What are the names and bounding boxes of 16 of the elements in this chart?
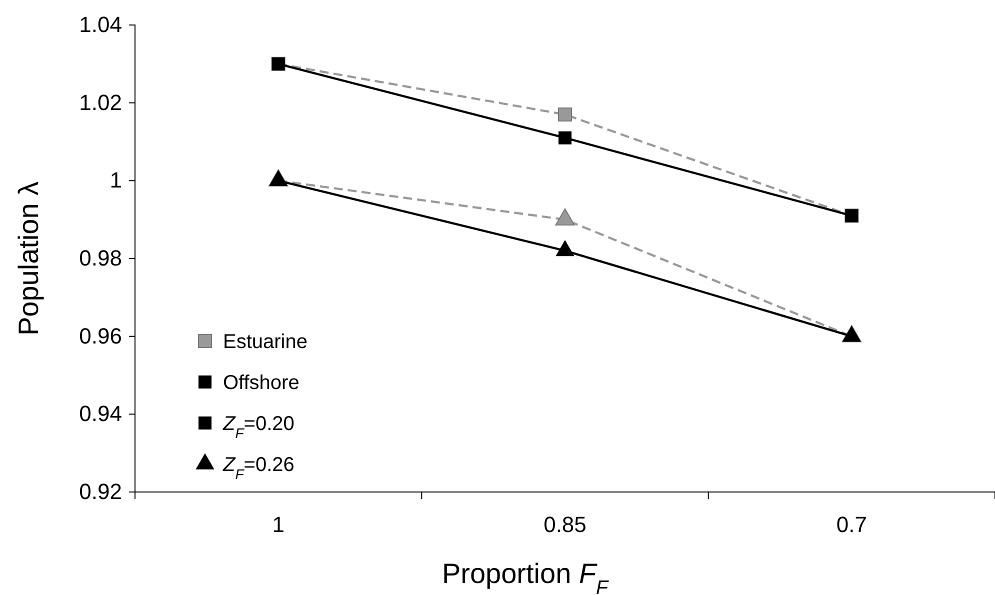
y-tick-label: 0.96 xyxy=(79,323,122,348)
x-tick-label: 1 xyxy=(272,512,284,537)
y-tick-label: 0.94 xyxy=(79,401,122,426)
legend-label: Z$_{F}$=0.26 xyxy=(222,454,294,482)
y-axis-title: Population λ xyxy=(13,181,44,336)
x-tick-label: 0.85 xyxy=(544,512,586,537)
y-tick-label: 1 xyxy=(110,168,122,193)
legend-label: Estuarine xyxy=(223,331,308,353)
y-tick-label: 0.98 xyxy=(79,246,122,271)
x-axis-title: Proportion F$_{F}$ xyxy=(442,558,610,595)
legend-label: Offshore xyxy=(223,372,300,394)
y-tick-label: 0.92 xyxy=(79,479,122,504)
x-tick-label: 0.7 xyxy=(836,512,867,537)
y-tick-label: 1.04 xyxy=(79,12,122,38)
y-tick-label: 1.02 xyxy=(79,90,122,115)
annotation: Z$_{F}$=0.20 xyxy=(222,413,294,441)
